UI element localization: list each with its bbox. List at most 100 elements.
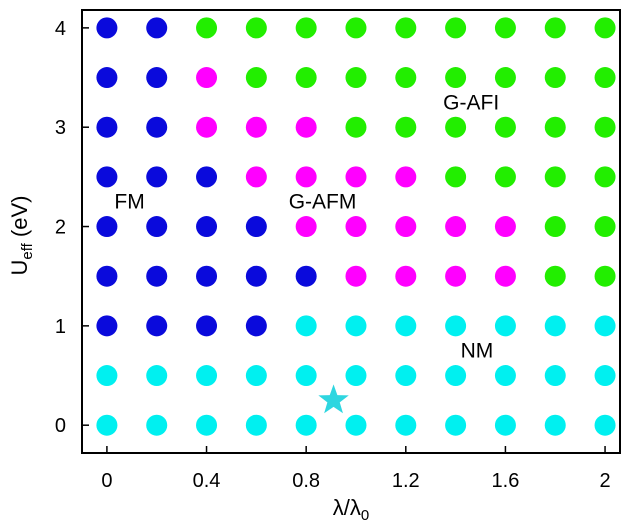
axis-ticks <box>82 27 606 453</box>
point-nm <box>146 365 168 387</box>
point-g-afi <box>594 67 616 89</box>
point-fm <box>96 166 118 188</box>
point-nm <box>594 315 616 337</box>
x-axis-label-main: λ/λ <box>333 495 361 520</box>
point-fm <box>96 216 118 238</box>
point-fm <box>146 67 168 89</box>
point-fm <box>245 216 267 238</box>
annotation-nm: NM <box>461 340 494 363</box>
point-nm <box>96 365 118 387</box>
point-g-afm <box>196 116 218 138</box>
point-g-afi <box>345 116 367 138</box>
point-g-afi <box>196 17 218 39</box>
point-g-afi <box>395 17 417 39</box>
point-nm <box>494 414 516 436</box>
x-axis-label: λ/λ0 <box>333 495 369 524</box>
y-tick-label: 2 <box>55 217 66 239</box>
y-axis-label-sub: eff <box>19 242 36 259</box>
point-nm <box>345 315 367 337</box>
point-nm <box>494 315 516 337</box>
point-nm <box>544 414 566 436</box>
x-tick-label: 0.4 <box>193 470 221 492</box>
point-g-afm <box>295 216 317 238</box>
point-g-afi <box>544 116 566 138</box>
point-fm <box>146 166 168 188</box>
point-fm <box>146 216 168 238</box>
x-tick-label: 1.2 <box>392 470 420 492</box>
point-g-afi <box>594 265 616 287</box>
point-nm <box>494 365 516 387</box>
point-g-afm <box>395 216 417 238</box>
point-nm <box>395 365 417 387</box>
point-fm <box>146 17 168 39</box>
point-g-afi <box>445 116 467 138</box>
point-g-afi <box>494 116 516 138</box>
point-g-afi <box>295 17 317 39</box>
point-fm <box>245 265 267 287</box>
point-nm <box>594 414 616 436</box>
point-g-afi <box>594 166 616 188</box>
point-nm <box>395 414 417 436</box>
point-nm <box>245 414 267 436</box>
point-nm <box>295 414 317 436</box>
point-nm <box>146 414 168 436</box>
point-g-afm <box>494 216 516 238</box>
point-g-afi <box>544 265 566 287</box>
point-g-afi <box>245 17 267 39</box>
point-g-afi <box>395 116 417 138</box>
point-g-afm <box>494 265 516 287</box>
point-g-afi <box>544 67 566 89</box>
point-fm <box>146 116 168 138</box>
x-axis-label-sub: 0 <box>361 507 369 524</box>
point-g-afm <box>295 166 317 188</box>
point-g-afi <box>295 67 317 89</box>
point-nm <box>196 365 218 387</box>
x-tick-label: 2 <box>599 470 610 492</box>
data-points <box>96 17 616 436</box>
y-tick-label: 4 <box>55 18 66 40</box>
point-fm <box>196 265 218 287</box>
y-axis-label-main: U <box>7 260 32 276</box>
point-g-afi <box>445 166 467 188</box>
point-fm <box>196 216 218 238</box>
annotation-g-afi: G-AFI <box>443 91 499 114</box>
point-fm <box>146 265 168 287</box>
point-g-afm <box>445 216 467 238</box>
point-g-afm <box>196 67 218 89</box>
point-nm <box>345 365 367 387</box>
point-nm <box>594 365 616 387</box>
point-nm <box>196 414 218 436</box>
annotations: FM G-AFM G-AFI NM <box>114 91 499 362</box>
point-nm <box>245 365 267 387</box>
point-fm <box>96 265 118 287</box>
y-tick-label: 0 <box>55 415 66 437</box>
point-nm <box>544 315 566 337</box>
point-fm <box>295 265 317 287</box>
point-g-afi <box>594 17 616 39</box>
point-fm <box>96 17 118 39</box>
point-g-afm <box>295 116 317 138</box>
plot-frame <box>81 9 621 454</box>
point-g-afi <box>544 17 566 39</box>
point-nm <box>445 414 467 436</box>
point-g-afm <box>345 265 367 287</box>
y-tick-label: 1 <box>55 316 66 338</box>
point-g-afi <box>594 216 616 238</box>
point-g-afi <box>395 67 417 89</box>
point-g-afi <box>494 17 516 39</box>
point-nm <box>544 365 566 387</box>
x-tick-label: 0.8 <box>292 470 320 492</box>
annotation-g-afm: G-AFM <box>289 191 357 214</box>
point-g-afi <box>594 116 616 138</box>
point-g-afm <box>345 166 367 188</box>
x-tick-label: 1.6 <box>492 470 520 492</box>
point-fm <box>96 67 118 89</box>
point-g-afi <box>445 17 467 39</box>
point-g-afi <box>245 67 267 89</box>
x-tick-label: 0 <box>101 470 112 492</box>
star-marker <box>318 384 349 414</box>
point-g-afm <box>395 265 417 287</box>
point-g-afm <box>245 116 267 138</box>
point-nm <box>96 414 118 436</box>
